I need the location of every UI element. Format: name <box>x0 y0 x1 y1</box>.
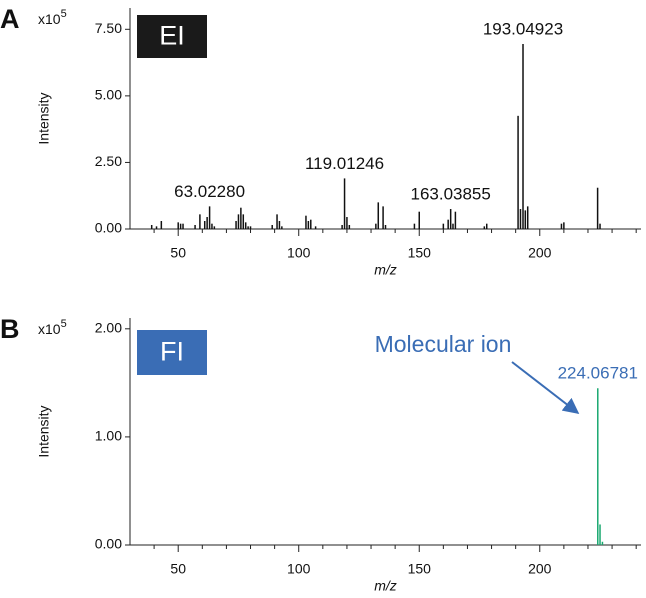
x-tick-label: 150 <box>408 561 432 577</box>
peak-label: 119.01246 <box>305 154 384 173</box>
y-tick-label: 2.50 <box>95 153 122 169</box>
panel-label: B <box>0 314 20 344</box>
peak-label: 63.02280 <box>174 182 245 201</box>
x-tick-label: 200 <box>528 561 552 577</box>
y-tick-label: 0.00 <box>95 536 122 552</box>
panel-label: A <box>0 4 20 34</box>
x-tick-label: 50 <box>170 561 186 577</box>
y-tick-label: 7.50 <box>95 20 122 36</box>
x-axis-label: m/z <box>374 578 397 594</box>
y-tick-label: 0.00 <box>95 220 122 236</box>
badge <box>137 330 207 375</box>
peak-label: 163.03855 <box>410 185 490 204</box>
y-axis-label: Intensity <box>36 92 52 144</box>
multiplier-base: x10 <box>38 11 61 27</box>
multiplier-exponent: 5 <box>61 8 67 20</box>
y-axis-label: Intensity <box>36 405 52 457</box>
multiplier-exponent: 5 <box>61 318 67 330</box>
badge-text: EI <box>159 21 185 51</box>
multiplier: x105 <box>38 8 67 27</box>
x-tick-label: 150 <box>408 245 432 261</box>
annotation: Molecular ion <box>375 331 512 357</box>
x-tick-label: 200 <box>528 245 552 261</box>
x-tick-label: 100 <box>287 245 311 261</box>
multiplier: x105 <box>38 318 67 337</box>
y-tick-label: 5.00 <box>95 87 122 103</box>
badge-text: FI <box>160 337 184 367</box>
x-axis-label: m/z <box>374 262 397 278</box>
peak-label: 193.04923 <box>483 19 563 38</box>
x-tick-label: 100 <box>287 561 311 577</box>
annotation-arrow <box>511 361 580 414</box>
peak-label: 224.06781 <box>558 364 638 383</box>
x-tick-label: 50 <box>170 245 186 261</box>
badge <box>137 15 207 58</box>
y-tick-label: 2.00 <box>95 320 122 336</box>
multiplier-base: x10 <box>38 321 61 337</box>
y-tick-label: 1.00 <box>95 428 122 444</box>
